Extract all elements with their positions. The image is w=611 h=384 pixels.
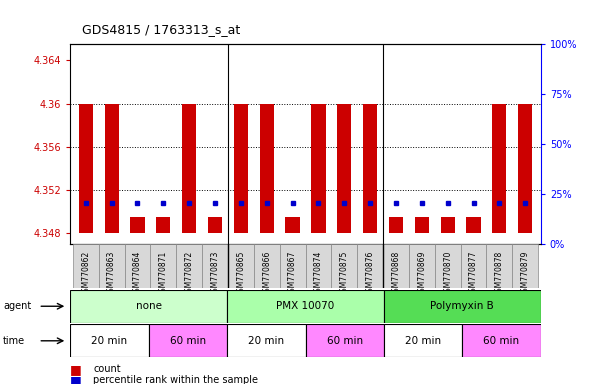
Bar <box>227 290 384 323</box>
Bar <box>384 324 463 357</box>
Text: percentile rank within the sample: percentile rank within the sample <box>93 375 258 384</box>
Bar <box>466 217 481 233</box>
Text: 20 min: 20 min <box>92 336 128 346</box>
Bar <box>208 217 222 233</box>
Bar <box>357 244 383 288</box>
Text: 60 min: 60 min <box>327 336 363 346</box>
Text: GSM770878: GSM770878 <box>495 250 504 297</box>
Text: GSM770870: GSM770870 <box>443 250 452 297</box>
Bar <box>384 290 541 323</box>
Bar <box>202 244 228 288</box>
Text: GSM770871: GSM770871 <box>159 250 168 297</box>
Text: GSM770872: GSM770872 <box>185 250 194 297</box>
Bar <box>363 104 377 233</box>
Bar <box>227 324 306 357</box>
Bar <box>182 104 196 233</box>
Bar <box>383 244 409 288</box>
Text: time: time <box>3 336 25 346</box>
Bar <box>331 244 357 288</box>
Bar <box>306 324 384 357</box>
Text: GSM770862: GSM770862 <box>81 250 90 297</box>
Bar <box>512 244 538 288</box>
Text: GSM770863: GSM770863 <box>107 250 116 297</box>
Text: GSM770866: GSM770866 <box>262 250 271 297</box>
Bar <box>518 104 532 233</box>
Bar <box>156 217 170 233</box>
Text: GSM770869: GSM770869 <box>417 250 426 297</box>
Bar <box>461 244 486 288</box>
Text: 20 min: 20 min <box>405 336 441 346</box>
Text: GSM770868: GSM770868 <box>392 250 400 297</box>
Bar <box>125 244 150 288</box>
Bar <box>70 324 148 357</box>
Bar <box>99 244 125 288</box>
Bar <box>337 104 351 233</box>
Text: 20 min: 20 min <box>248 336 284 346</box>
Bar <box>463 324 541 357</box>
Text: PMX 10070: PMX 10070 <box>276 301 335 311</box>
Bar <box>70 290 227 323</box>
Text: agent: agent <box>3 301 31 311</box>
Bar <box>73 244 99 288</box>
Bar <box>435 244 461 288</box>
Text: GSM770875: GSM770875 <box>340 250 349 297</box>
Bar <box>234 104 248 233</box>
Bar <box>486 244 512 288</box>
Bar <box>280 244 306 288</box>
Text: GSM770877: GSM770877 <box>469 250 478 297</box>
Text: GSM770864: GSM770864 <box>133 250 142 297</box>
Text: GSM770876: GSM770876 <box>365 250 375 297</box>
Text: none: none <box>136 301 162 311</box>
Text: ■: ■ <box>70 363 82 376</box>
Bar <box>79 104 93 233</box>
Text: 60 min: 60 min <box>483 336 519 346</box>
Bar <box>176 244 202 288</box>
Text: ■: ■ <box>70 374 82 384</box>
Text: GSM770879: GSM770879 <box>521 250 530 297</box>
Text: 60 min: 60 min <box>170 336 206 346</box>
Bar <box>312 104 326 233</box>
Text: count: count <box>93 364 121 374</box>
Text: GSM770874: GSM770874 <box>314 250 323 297</box>
Bar <box>415 217 429 233</box>
Bar <box>130 217 145 233</box>
Text: GSM770873: GSM770873 <box>211 250 219 297</box>
Bar <box>306 244 331 288</box>
Text: GSM770865: GSM770865 <box>236 250 246 297</box>
Bar <box>148 324 227 357</box>
Bar <box>409 244 435 288</box>
Text: GDS4815 / 1763313_s_at: GDS4815 / 1763313_s_at <box>82 23 241 36</box>
Bar <box>260 104 274 233</box>
Text: Polymyxin B: Polymyxin B <box>430 301 494 311</box>
Bar <box>104 104 119 233</box>
Bar <box>228 244 254 288</box>
Bar <box>150 244 176 288</box>
Bar <box>441 217 455 233</box>
Text: GSM770867: GSM770867 <box>288 250 297 297</box>
Bar <box>254 244 280 288</box>
Bar <box>492 104 507 233</box>
Bar <box>285 217 299 233</box>
Bar <box>389 217 403 233</box>
